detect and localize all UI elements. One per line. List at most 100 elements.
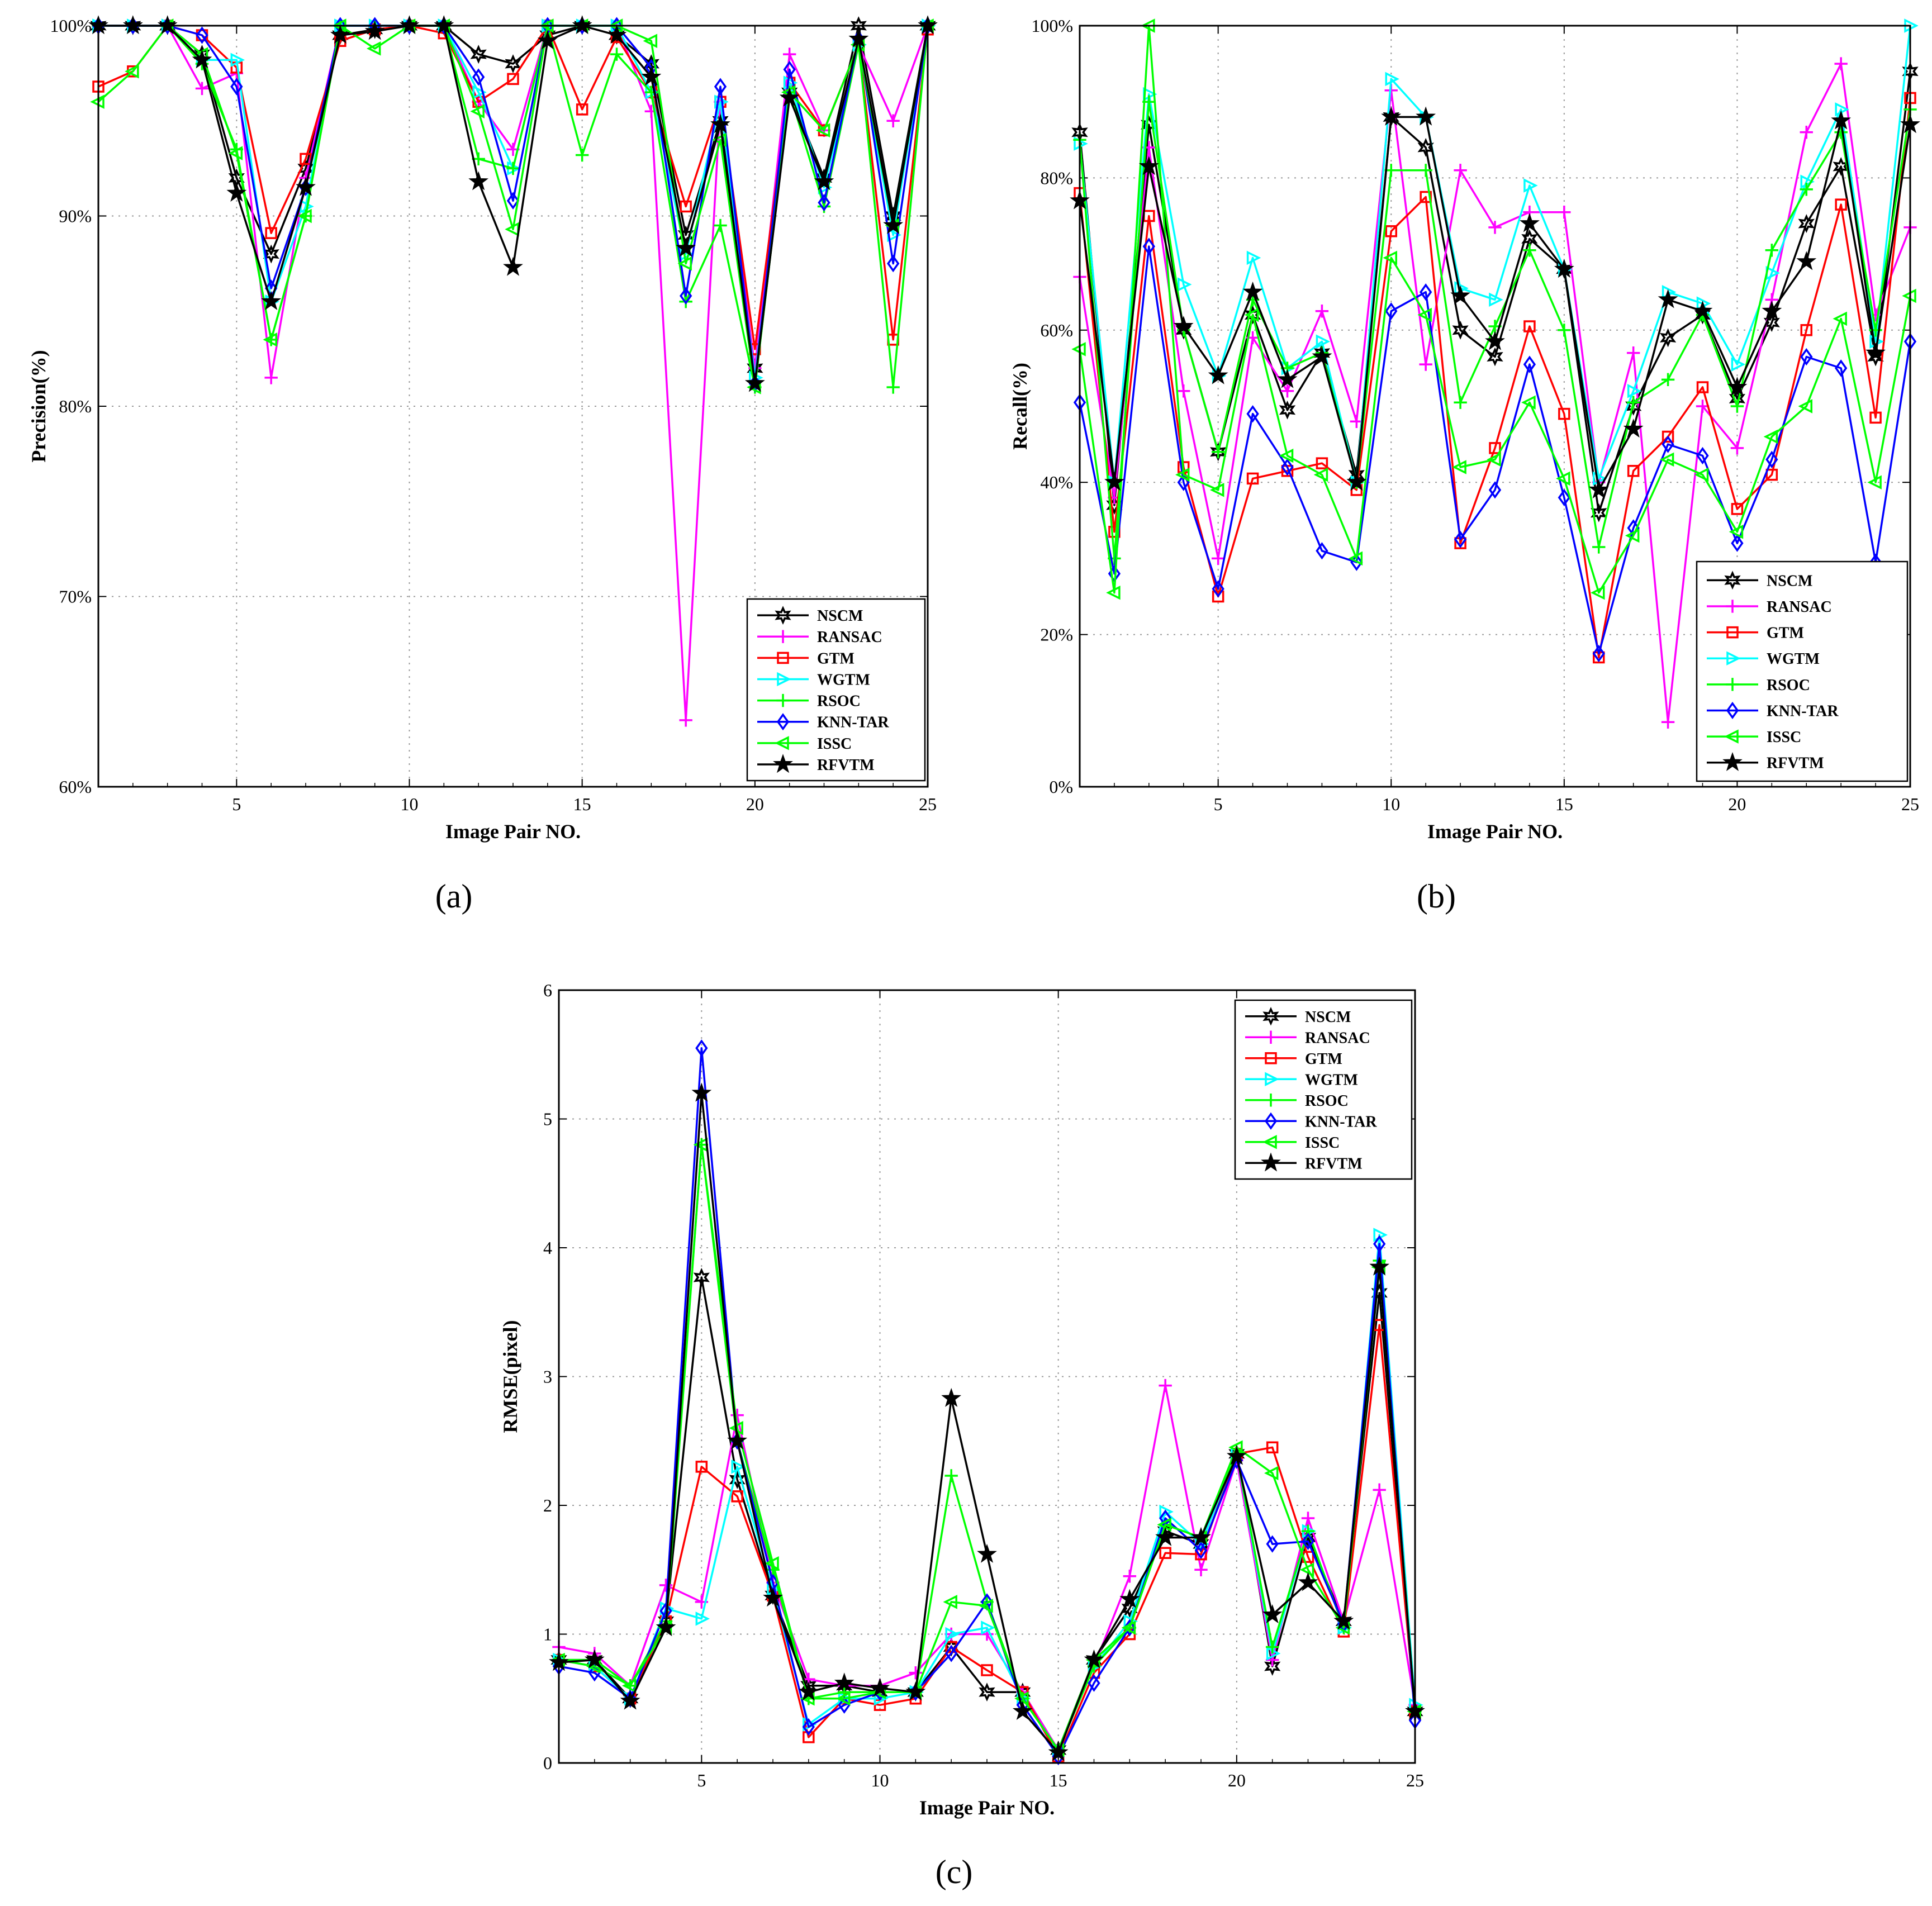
legend-label: GTM	[817, 650, 855, 667]
data-point	[1178, 277, 1192, 292]
data-point	[1084, 1649, 1104, 1669]
data-point	[1369, 1256, 1390, 1276]
data-point	[643, 34, 658, 48]
data-point	[905, 1681, 926, 1701]
data-point	[1416, 106, 1436, 126]
data-point	[798, 1681, 819, 1701]
data-point	[731, 1460, 746, 1474]
data-point	[1485, 331, 1505, 350]
data-point	[1800, 348, 1813, 366]
data-point	[1800, 324, 1812, 336]
series-rsoc	[1073, 95, 1917, 565]
legend-label: RFVTM	[817, 757, 875, 774]
x-tick-label: 10	[401, 794, 419, 814]
series-wgtm	[553, 1228, 1423, 1757]
y-axis-label: RMSE(pixel)	[499, 1320, 521, 1433]
y-axis-label: Precision(%)	[27, 350, 50, 462]
data-point	[125, 64, 139, 79]
data-point	[802, 1718, 815, 1736]
data-point	[1556, 471, 1570, 486]
data-point	[506, 161, 520, 175]
data-point	[1558, 324, 1571, 337]
data-point	[1266, 1535, 1279, 1553]
data-point	[263, 332, 277, 347]
plot-frame	[1079, 25, 1911, 788]
data-point	[1333, 1610, 1354, 1630]
y-tick-label: 60%	[1040, 320, 1073, 340]
data-point	[714, 218, 727, 232]
data-point	[727, 1430, 748, 1450]
data-point	[782, 47, 796, 61]
x-tick-label: 15	[573, 794, 591, 814]
x-axis-label: Image Pair NO.	[1427, 820, 1563, 843]
data-point	[1383, 250, 1397, 265]
series-issc	[1071, 18, 1916, 600]
y-tick-label: 100%	[50, 16, 92, 36]
data-point	[1623, 419, 1644, 438]
data-point	[1694, 305, 1711, 325]
data-point	[979, 1599, 993, 1613]
data-point	[1488, 481, 1502, 499]
data-point	[1371, 1283, 1388, 1303]
data-point	[695, 1039, 708, 1057]
data-point	[1281, 465, 1294, 477]
y-tick-label: 0	[543, 1753, 552, 1773]
data-point	[621, 1678, 637, 1693]
data-point	[1765, 468, 1778, 481]
legend-marker	[1264, 1094, 1278, 1107]
legend-label: RSOC	[817, 693, 861, 710]
data-point	[815, 123, 830, 138]
series-nscm	[1071, 61, 1919, 522]
data-point	[1904, 92, 1916, 104]
data-point	[680, 287, 692, 305]
y-tick-label: 2	[543, 1495, 552, 1515]
data-point	[1302, 1532, 1314, 1551]
y-tick-label: 40%	[1040, 472, 1073, 492]
data-point	[848, 28, 869, 48]
legend-marker	[1264, 1112, 1278, 1130]
data-point	[506, 192, 520, 210]
data-point	[1523, 178, 1538, 193]
data-point	[1521, 395, 1536, 410]
legend-label: RFVTM	[1305, 1155, 1363, 1172]
data-point	[1488, 221, 1502, 234]
data-point	[1226, 1446, 1247, 1465]
series-line	[558, 1143, 1416, 1751]
data-point	[886, 381, 900, 394]
data-point	[1798, 399, 1812, 413]
data-point	[1626, 346, 1640, 360]
data-point	[1175, 320, 1192, 340]
data-point	[1159, 1379, 1172, 1392]
data-point	[1246, 405, 1259, 423]
data-point	[1212, 580, 1224, 598]
data-point	[1867, 475, 1882, 489]
data-point	[783, 60, 796, 78]
y-tick-label: 60%	[59, 777, 92, 797]
data-point	[503, 256, 523, 276]
data-point	[1454, 396, 1467, 409]
data-point	[1381, 106, 1402, 126]
data-point	[1489, 292, 1503, 307]
data-point	[1692, 301, 1713, 320]
y-tick-label: 6	[543, 980, 552, 1000]
data-point	[1523, 244, 1536, 257]
data-point	[1348, 551, 1363, 566]
data-point	[192, 49, 212, 69]
data-point	[1588, 479, 1609, 499]
data-point	[1730, 400, 1744, 413]
legend-label: GTM	[1305, 1051, 1342, 1068]
data-point	[1012, 1700, 1033, 1720]
legend: NSCM RANSAC GTM WGTM RSOC KNN-TAR ISSC RFVTM	[746, 598, 926, 782]
data-point	[818, 194, 830, 212]
chart-2: 5 10 15 20 25 0% 20% 40% 60% 80% 100% Image Pair NO…	[1009, 16, 1920, 915]
data-point	[1763, 313, 1780, 332]
legend-marker	[1726, 701, 1739, 720]
data-point	[1242, 281, 1263, 301]
data-point	[1313, 467, 1328, 482]
data-point	[610, 47, 624, 61]
legend-marker	[1264, 1030, 1278, 1044]
legend-label: ISSC	[1767, 729, 1801, 746]
y-tick-label: 80%	[1040, 168, 1073, 188]
data-point	[1869, 411, 1882, 424]
data-point	[505, 54, 521, 74]
